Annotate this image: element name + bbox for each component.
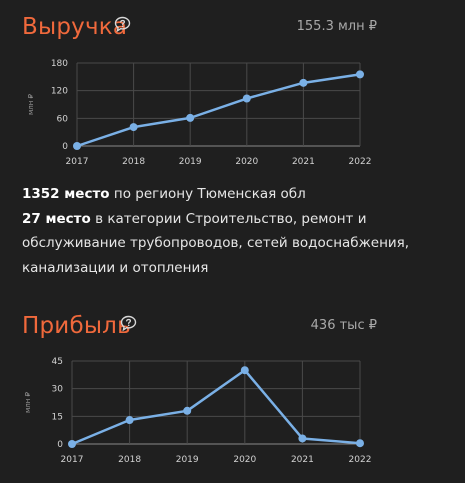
revenue-section: Выручка 155.3 млн ₽ xyxy=(0,14,465,48)
category-rank: 27 место xyxy=(22,210,91,227)
revenue-y-axis-label: млн ₽ xyxy=(27,93,35,115)
revenue-data-point[interactable] xyxy=(73,142,81,150)
comment-question-icon[interactable] xyxy=(120,315,137,332)
profit-data-point[interactable] xyxy=(68,440,76,448)
profit-data-point[interactable] xyxy=(183,406,192,415)
region-rank-line: 1352 место по региону Тюменская обл xyxy=(22,182,442,207)
revenue-chart: 0 60 120 180 2017 2018 2019 2020 2021 2022 млн ₽ xyxy=(27,59,372,167)
revenue-data-point[interactable] xyxy=(299,78,308,87)
revenue-data-point[interactable] xyxy=(186,113,195,122)
category-rank-line: 27 место в категории Строительство, ремо… xyxy=(22,207,442,281)
comment-question-icon[interactable] xyxy=(114,16,131,33)
profit-x-tick-label: 2019 xyxy=(176,455,199,465)
profit-section: Прибыль 436 тыс ₽ xyxy=(0,313,465,347)
revenue-total: 155.3 млн ₽ xyxy=(296,19,377,34)
profit-y-axis-label: млн ₽ xyxy=(24,391,32,413)
ranking-info: 1352 место по региону Тюменская обл 27 м… xyxy=(22,182,442,280)
revenue-data-point[interactable] xyxy=(129,123,138,132)
profit-data-point[interactable] xyxy=(125,416,134,425)
revenue-x-tick-label: 2022 xyxy=(349,157,372,167)
revenue-x-tick-label: 2018 xyxy=(122,157,145,167)
profit-data-point[interactable] xyxy=(240,366,249,375)
revenue-y-tick-label: 0 xyxy=(62,142,68,152)
revenue-y-tick-label: 120 xyxy=(51,87,68,97)
revenue-y-tick-label: 60 xyxy=(57,114,69,124)
profit-y-tick-label: 45 xyxy=(52,357,63,367)
revenue-data-point[interactable] xyxy=(356,70,364,79)
revenue-x-tick-label: 2021 xyxy=(292,157,315,167)
region-text: по региону Тюменская обл xyxy=(109,186,306,202)
region-rank: 1352 место xyxy=(22,186,110,202)
profit-data-point[interactable] xyxy=(356,439,364,448)
category-text: в категории Строительство, ремонт и обсл… xyxy=(22,210,410,276)
profit-series-line xyxy=(71,368,361,446)
revenue-x-tick-label: 2017 xyxy=(66,157,89,167)
profit-x-tick-label: 2018 xyxy=(118,455,141,465)
profit-y-tick-label: 30 xyxy=(52,385,64,395)
profit-x-tick-label: 2017 xyxy=(61,455,84,465)
profit-title: Прибыль xyxy=(22,313,131,339)
profit-x-tick-label: 2022 xyxy=(349,455,372,465)
revenue-series-line xyxy=(76,73,361,148)
profit-chart: 0 15 30 45 2017 2018 2019 2020 2021 2022 млн ₽ xyxy=(24,357,372,465)
profit-total: 436 тыс ₽ xyxy=(310,318,377,333)
revenue-y-tick-label: 180 xyxy=(51,59,68,69)
revenue-title: Выручка xyxy=(22,14,128,40)
profit-x-tick-label: 2021 xyxy=(291,455,314,465)
profit-y-tick-label: 15 xyxy=(52,412,63,422)
revenue-x-tick-label: 2020 xyxy=(235,157,258,167)
revenue-x-tick-label: 2019 xyxy=(179,157,202,167)
revenue-data-point[interactable] xyxy=(242,94,251,103)
profit-y-tick-label: 0 xyxy=(57,440,63,450)
profit-data-point[interactable] xyxy=(298,434,307,443)
profit-x-tick-label: 2020 xyxy=(233,455,256,465)
